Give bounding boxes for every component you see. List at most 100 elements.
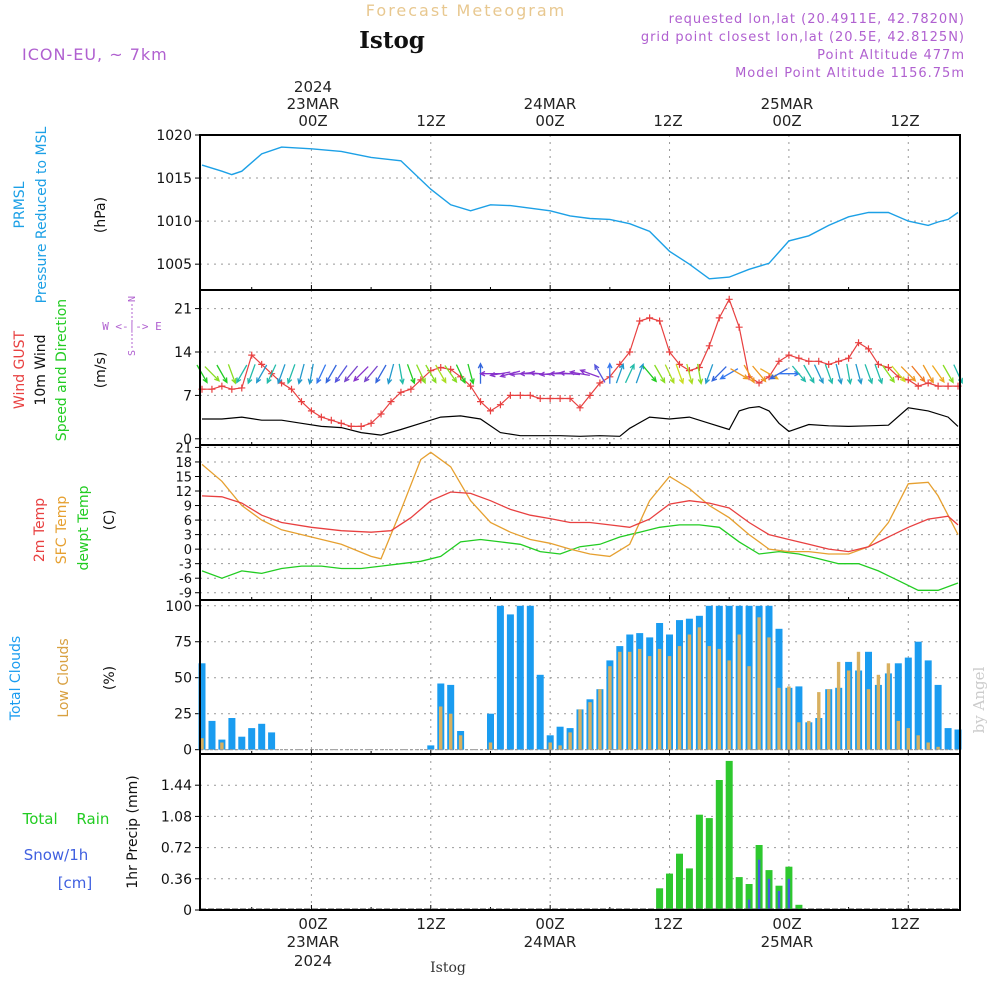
- gust-marker: [666, 348, 674, 356]
- clouds-label-total: Total Clouds: [8, 636, 24, 721]
- pressure-grid: [200, 134, 960, 290]
- gust-marker: [914, 382, 922, 390]
- wind-arrow: [874, 364, 884, 385]
- total-cloud-bar: [427, 745, 435, 750]
- top-date-24mar: 24MAR: [524, 95, 577, 113]
- gust-marker: [715, 314, 723, 322]
- top-tick-3: 12Z: [653, 112, 682, 130]
- wind-arrow: [846, 363, 853, 385]
- gust-marker: [486, 407, 494, 415]
- y-tick-label: 1020: [156, 128, 192, 144]
- snow-bar: [787, 878, 791, 910]
- gust-marker: [874, 360, 882, 368]
- gust-marker: [307, 407, 315, 415]
- low-cloud-bar: [896, 720, 900, 750]
- wind-y-ticks: 0 7 14 21: [174, 302, 200, 448]
- wind-arrow: [375, 364, 387, 384]
- wind-arrow: [579, 369, 600, 378]
- top-year-label: 2024: [294, 78, 332, 96]
- total-cloud-bar: [198, 663, 206, 750]
- snow-bar: [757, 859, 761, 910]
- low-cloud-bar: [598, 689, 602, 750]
- low-cloud-bar: [439, 706, 443, 750]
- gust-marker: [238, 384, 246, 392]
- y-tick-label: 3: [184, 529, 192, 544]
- temp-label-sfc: SFC Temp: [54, 496, 70, 565]
- wind-arrow: [435, 364, 447, 384]
- clouds-panel: Total Clouds Low Clouds (%) 0 25 50 75 100: [8, 599, 962, 759]
- temp-grid: [200, 445, 960, 600]
- gust-marker: [516, 391, 524, 399]
- total-cloud-bar: [238, 736, 246, 750]
- clouds-unit: (%): [102, 666, 118, 690]
- y-tick-label: 0.72: [161, 841, 192, 857]
- footer-location: Istog: [430, 960, 466, 976]
- wind-arrow: [813, 364, 824, 385]
- pressure-unit: (hPa): [93, 197, 109, 233]
- wind-arrow: [334, 365, 348, 384]
- wind-arrow: [835, 363, 843, 385]
- low-cloud-bar: [588, 702, 592, 750]
- snow-bar: [767, 878, 771, 910]
- wind-arrow: [499, 370, 521, 378]
- low-cloud-bar: [608, 666, 612, 750]
- gust-marker: [725, 295, 733, 303]
- gust-marker: [407, 385, 415, 393]
- gust-marker: [288, 385, 296, 393]
- clouds-label-low: Low Clouds: [56, 638, 72, 717]
- y-tick-label: 15: [175, 470, 192, 485]
- wind-arrow: [942, 364, 954, 384]
- low-cloud-bar: [936, 746, 940, 750]
- gust-marker: [327, 416, 335, 424]
- wind-arrow: [730, 368, 750, 380]
- wind-arrow: [594, 363, 606, 383]
- gust-marker: [944, 382, 952, 390]
- gust-marker: [576, 404, 584, 412]
- y-tick-label: 6: [184, 514, 192, 529]
- wind-arrow: [266, 364, 277, 385]
- y-tick-label: 18: [175, 456, 192, 471]
- gust-marker: [337, 419, 345, 427]
- wind-arrow: [696, 363, 704, 385]
- low-cloud-bar: [677, 646, 682, 750]
- wind-arrow: [922, 364, 934, 384]
- total-cloud-bar: [248, 728, 256, 750]
- y-tick-label: 100: [165, 599, 192, 615]
- model-altitude: Model Point Altitude 1156.75m: [735, 66, 965, 81]
- wind-arrow: [624, 363, 635, 384]
- rain-bar: [735, 877, 743, 910]
- top-tick-4: 00Z: [772, 112, 801, 130]
- bottom-tick-4: 00Z: [772, 915, 801, 933]
- low-cloud-bar: [727, 660, 731, 750]
- wind-arrow: [204, 366, 221, 382]
- wind-arrow: [227, 364, 237, 385]
- wind-arrow: [325, 364, 337, 384]
- rain-bar: [715, 780, 723, 910]
- total-cloud-bar: [487, 713, 494, 750]
- temp-unit: (C): [102, 510, 118, 531]
- y-tick-label: 25: [174, 707, 192, 723]
- wind-grid: [200, 290, 960, 445]
- gust-marker: [775, 357, 783, 365]
- y-tick-label: 1.08: [161, 809, 192, 825]
- pressure-label-msl: Pressure Reduced to MSL: [34, 126, 50, 303]
- wind-arrow: [216, 364, 228, 384]
- wind-arrow: [425, 364, 437, 384]
- gust-marker: [735, 323, 743, 331]
- wind-arrow: [276, 364, 286, 385]
- rain-bar: [676, 853, 683, 910]
- top-date-23mar: 23MAR: [287, 95, 340, 113]
- y-tick-label: 0: [183, 903, 192, 919]
- total-cloud-bar: [894, 663, 902, 750]
- gust-marker: [705, 342, 713, 350]
- wind-arrow: [455, 364, 466, 385]
- low-cloud-bar: [638, 648, 642, 750]
- gust-marker: [815, 357, 823, 365]
- wind-arrow: [855, 363, 863, 385]
- gust-marker: [596, 379, 604, 387]
- precip-label-rain: Total Rain: [22, 810, 110, 828]
- sfc-temp-line: [201, 451, 959, 560]
- low-cloud-bar: [876, 674, 881, 750]
- wind-arrow: [882, 365, 895, 384]
